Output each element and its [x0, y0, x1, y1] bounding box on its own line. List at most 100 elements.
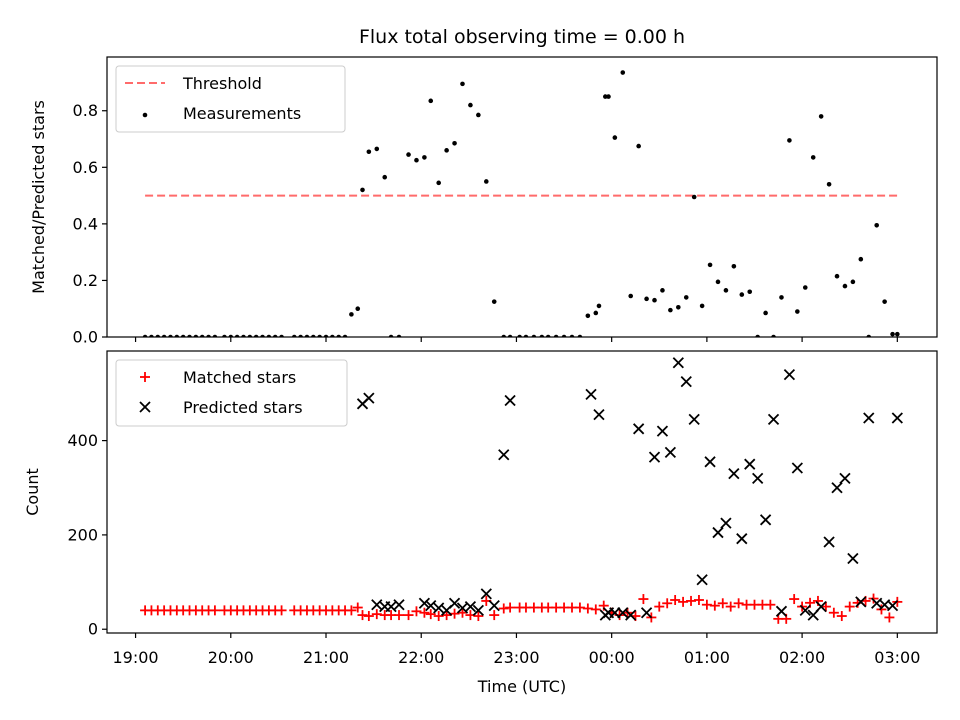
measurement-point [406, 152, 411, 157]
measurement-point [850, 279, 856, 285]
y-tick-label: 400 [67, 431, 98, 450]
predicted-stars-point [464, 600, 477, 613]
measurement-point [476, 112, 481, 118]
matched-stars-point [449, 608, 460, 619]
measurement-point [444, 148, 449, 153]
predicted-stars-point [498, 449, 510, 461]
matched-stars-point [489, 610, 500, 621]
predicted-stars-point [633, 423, 645, 435]
predicted-stars-point [791, 462, 803, 474]
predicted-stars-point [640, 607, 653, 619]
x-tick-label: 01:00 [684, 648, 730, 667]
measurement-point [374, 146, 380, 152]
x-tick-label: 23:00 [493, 648, 539, 667]
measurement-point [585, 313, 591, 319]
measurement-point [491, 299, 497, 304]
measurement-point [460, 81, 465, 87]
measurement-point [763, 310, 768, 316]
predicted-stars-point [815, 600, 827, 613]
legend-label: Threshold [182, 74, 262, 93]
predicted-stars-point [839, 472, 851, 484]
predicted-stars-point [656, 425, 669, 437]
measurement-point [895, 331, 900, 337]
measurement-point [699, 303, 705, 309]
y-tick-label: 0.4 [73, 214, 98, 233]
measurement-point [468, 102, 473, 108]
matched-stars-point [498, 603, 509, 614]
predicted-stars-point [752, 472, 764, 484]
measurement-point [874, 222, 879, 228]
measurement-point [593, 310, 599, 316]
measurement-point [360, 187, 365, 193]
predicted-stars-point [585, 388, 597, 401]
x-tick-label: 20:00 [208, 648, 254, 667]
predicted-stars-point [680, 376, 692, 388]
measurement-point [676, 305, 681, 310]
matched-stars-point [662, 598, 673, 609]
matched-stars-point [582, 603, 593, 614]
matched-stars-point [820, 601, 831, 612]
predicted-stars-point [847, 552, 859, 565]
measurement-point [668, 307, 673, 313]
measurement-point [787, 138, 792, 143]
measurement-point [810, 155, 816, 160]
predicted-stars-point [855, 596, 867, 608]
measurement-point [428, 98, 434, 104]
matched-stars-point [828, 607, 839, 618]
y-axis-label-ratio: Matched/Predicted stars [29, 100, 48, 294]
measurement-point [483, 179, 489, 184]
x-axis-label: Time (UTC) [477, 677, 566, 696]
measurement-point [414, 157, 419, 163]
matched-stars-point [693, 594, 704, 605]
x-tick-label: 21:00 [303, 648, 349, 667]
matched-stars-point [411, 606, 422, 617]
matched-stars-point [789, 594, 800, 605]
y-tick-label: 0.8 [73, 101, 98, 120]
measurement-point [366, 149, 372, 155]
matched-stars-point [441, 610, 452, 621]
matched-stars-point [457, 607, 468, 618]
matched-stars-point [363, 611, 374, 622]
matched-stars-point [394, 610, 405, 621]
matched-stars-point [425, 609, 436, 620]
matched-stars-point [352, 602, 363, 613]
measurement-point [779, 295, 784, 300]
matched-stars-point [209, 605, 220, 616]
matched-stars-point [670, 594, 681, 605]
plot-frame [106, 350, 938, 634]
predicted-stars-point [688, 413, 700, 426]
x-tick-label: 00:00 [589, 648, 635, 667]
predicted-stars-point [625, 609, 637, 621]
ratio-panel: 0.0 0.2 0.4 0.6 0.8 Threshold Measurements [73, 56, 938, 347]
predicted-stars-point [488, 600, 500, 612]
y-tick-label: 0.2 [73, 271, 98, 290]
predicted-stars-point [799, 604, 811, 617]
plot-frame [106, 56, 938, 338]
matched-stars-point [654, 601, 665, 612]
measurement-point [436, 180, 441, 186]
measurement-point [826, 181, 832, 187]
series-matched-stars [140, 593, 903, 624]
count-panel: 0 200 400 19:00 20:00 21:00 22:00 23:00 00:00 01:… [67, 350, 938, 667]
predicted-stars-point [744, 458, 756, 470]
measurement-point [603, 94, 608, 99]
matched-stars-point [357, 610, 368, 621]
matched-stars-point [346, 605, 357, 616]
predicted-stars-point [775, 605, 788, 617]
legend: Threshold Measurements [115, 65, 346, 133]
y-tick-label: 0.0 [73, 328, 98, 347]
matched-stars-point [473, 611, 484, 622]
predicted-stars-point [448, 597, 461, 609]
matched-stars-point [876, 604, 887, 615]
predicted-stars-point [823, 536, 835, 548]
legend-box [115, 359, 348, 427]
predicted-stars-point [712, 526, 724, 539]
predicted-stars-point [696, 574, 708, 586]
predicted-stars-point [728, 467, 740, 480]
matched-stars-point [371, 609, 382, 620]
measurement-point [628, 293, 634, 299]
measurement-point [612, 135, 618, 140]
predicted-stars-point [648, 451, 661, 463]
measurement-point [620, 70, 626, 75]
measurement-point [707, 262, 713, 268]
